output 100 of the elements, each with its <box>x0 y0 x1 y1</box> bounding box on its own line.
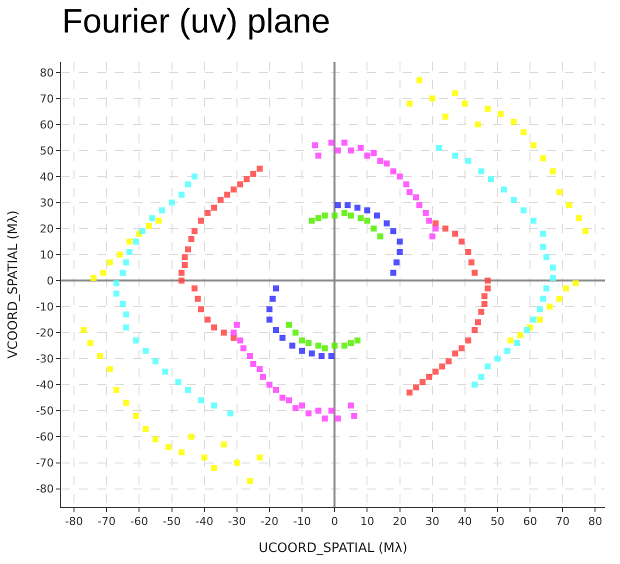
point <box>536 306 543 312</box>
point <box>566 202 572 208</box>
point <box>156 218 162 224</box>
point <box>227 410 234 416</box>
point <box>498 111 504 118</box>
point <box>142 348 149 354</box>
point <box>182 254 188 260</box>
point <box>250 360 256 367</box>
point <box>185 386 192 393</box>
point <box>178 192 185 198</box>
point <box>540 296 546 302</box>
point <box>354 204 360 211</box>
point <box>556 189 562 196</box>
point <box>211 324 218 330</box>
point <box>458 238 465 245</box>
point <box>87 340 94 346</box>
point <box>185 181 192 188</box>
point <box>465 337 472 344</box>
point <box>481 301 488 308</box>
point <box>403 181 410 188</box>
point <box>168 200 175 206</box>
x-tick-label: 80 <box>588 515 602 528</box>
point <box>452 350 458 356</box>
point <box>572 280 579 286</box>
point <box>149 215 156 222</box>
point <box>315 152 322 159</box>
point <box>540 155 546 162</box>
point <box>396 248 403 255</box>
point <box>308 350 315 356</box>
point <box>132 337 139 344</box>
point <box>185 246 192 252</box>
point <box>390 270 396 276</box>
point <box>358 215 364 222</box>
point <box>132 238 139 245</box>
point <box>426 218 432 224</box>
point <box>396 174 403 180</box>
point <box>280 394 286 401</box>
y-tick-label: 0 <box>46 274 54 288</box>
point <box>306 340 312 346</box>
point <box>192 228 198 234</box>
point <box>204 210 211 216</box>
x-tick-label: 60 <box>523 515 538 528</box>
point <box>162 368 168 375</box>
x-tick-label: -50 <box>162 515 181 528</box>
point <box>126 238 132 245</box>
point <box>272 327 279 334</box>
point <box>446 358 452 364</box>
point <box>237 181 244 188</box>
point <box>266 306 272 312</box>
point <box>556 296 562 302</box>
point <box>494 356 500 362</box>
point <box>436 144 442 151</box>
point <box>354 337 360 344</box>
point <box>230 334 237 341</box>
x-tick-label: 30 <box>425 515 440 528</box>
point <box>166 444 172 450</box>
point <box>332 212 338 219</box>
point <box>328 140 334 146</box>
point <box>198 218 204 224</box>
point <box>488 176 494 182</box>
point <box>465 248 472 255</box>
point <box>442 114 448 120</box>
point <box>322 416 328 422</box>
point <box>520 129 527 136</box>
y-tick-label: 40 <box>40 170 54 184</box>
point <box>508 337 514 344</box>
chart-title: Fourier (uv) plane <box>62 2 330 40</box>
point <box>120 270 126 276</box>
point <box>582 228 588 234</box>
point <box>452 230 458 237</box>
point <box>334 202 341 208</box>
point <box>234 322 240 328</box>
point <box>348 402 354 409</box>
point <box>364 207 370 214</box>
point <box>543 285 550 292</box>
point <box>468 259 474 266</box>
point <box>299 402 306 409</box>
point <box>218 196 224 203</box>
point <box>478 374 484 380</box>
point <box>280 334 286 341</box>
point <box>562 285 569 292</box>
y-tick-label: -10 <box>36 300 54 314</box>
point <box>322 212 328 219</box>
x-axis-title: UCOORD_SPATIAL (Mλ) <box>258 540 408 556</box>
point <box>364 218 370 224</box>
point <box>351 412 358 419</box>
point <box>370 226 377 232</box>
point <box>358 144 364 151</box>
point <box>540 244 546 250</box>
x-tick-label: -30 <box>228 515 246 528</box>
point <box>299 337 306 344</box>
point <box>315 215 322 222</box>
point <box>158 207 165 214</box>
y-tick-label: 50 <box>40 144 54 158</box>
point <box>465 158 472 164</box>
point <box>472 382 478 388</box>
point <box>520 207 527 214</box>
point <box>550 264 556 271</box>
point <box>484 106 491 112</box>
point <box>422 210 429 216</box>
